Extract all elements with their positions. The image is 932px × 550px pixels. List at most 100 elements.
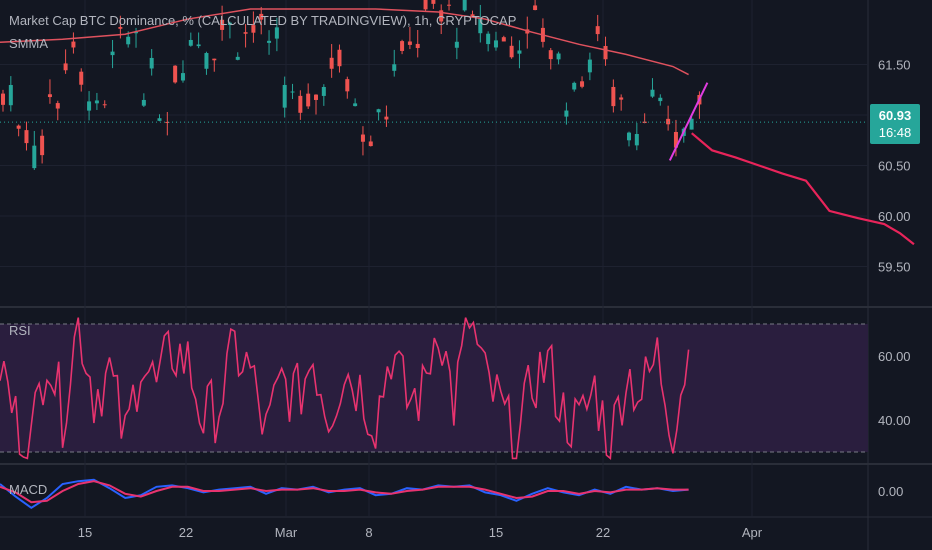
- candle-body: [493, 40, 498, 48]
- candle-body: [1, 93, 5, 105]
- candle-body: [126, 36, 131, 45]
- candle-body: [384, 116, 389, 120]
- time-axis[interactable]: 15 22 Mar 8 15 22 Apr: [78, 525, 763, 540]
- candle-body: [603, 45, 608, 60]
- candle-body: [298, 95, 303, 113]
- signal-line: [0, 480, 689, 504]
- candle-body: [32, 145, 37, 169]
- candle-body: [517, 50, 522, 54]
- candle-body: [290, 91, 295, 93]
- candle-body: [564, 110, 569, 117]
- rsi-pane[interactable]: [0, 317, 868, 461]
- candle-body: [220, 19, 225, 30]
- candle-body: [204, 53, 209, 69]
- candle-body: [47, 94, 52, 98]
- candle-body: [157, 118, 162, 121]
- candle-body: [282, 84, 287, 108]
- candle-body: [16, 125, 21, 129]
- candle-body: [251, 25, 256, 33]
- candle-body: [454, 41, 459, 48]
- candle-body: [63, 63, 68, 71]
- candle-body: [141, 99, 146, 106]
- time-tick-label: 15: [78, 525, 92, 540]
- macd-pane-label[interactable]: MACD: [9, 482, 47, 497]
- rsi-pane-label[interactable]: RSI: [9, 323, 31, 338]
- candle-body: [134, 31, 139, 34]
- candle-body: [689, 118, 694, 130]
- chart-title: Market Cap BTC Dominance, % (CALCULATED …: [9, 13, 516, 28]
- price-overlays: [0, 8, 915, 246]
- price-tag-background: [870, 104, 920, 144]
- candle-body: [102, 104, 107, 106]
- candle-body: [634, 133, 639, 146]
- candle-body: [595, 26, 600, 35]
- candle-body: [188, 39, 193, 46]
- candle-body: [548, 50, 553, 60]
- time-tick-label: 22: [179, 525, 193, 540]
- candle-body: [353, 103, 358, 107]
- candle-body: [94, 100, 99, 104]
- candle-body: [227, 22, 232, 26]
- candle-body: [337, 49, 342, 67]
- candle-body: [431, 0, 436, 4]
- candle-body: [40, 135, 45, 156]
- time-tick-label: 22: [596, 525, 610, 540]
- macd-tick-label: 0.00: [878, 484, 903, 499]
- candle-body: [400, 41, 405, 51]
- candle-body: [658, 97, 663, 102]
- candle-body: [423, 0, 428, 10]
- candle-body: [345, 79, 350, 92]
- candle-body: [165, 121, 170, 123]
- candle-body: [462, 0, 467, 11]
- candle-body: [110, 51, 115, 56]
- candle-body: [243, 32, 248, 34]
- time-tick-label: Apr: [742, 525, 763, 540]
- candle-body: [509, 45, 514, 58]
- candle-body: [368, 141, 373, 147]
- macd-line: [0, 478, 689, 510]
- indicator-label-smma[interactable]: SMMA: [9, 36, 48, 51]
- rsi-tick-label: 60.00: [878, 349, 911, 364]
- current-price-tag[interactable]: 60.93 16:48: [870, 104, 920, 144]
- price-tick-label: 61.50: [878, 58, 911, 73]
- macd-pane[interactable]: [0, 478, 689, 510]
- candle-body: [118, 27, 123, 29]
- candle-body: [149, 57, 154, 69]
- candle-body: [267, 40, 272, 43]
- candle-body: [650, 89, 655, 97]
- candle-body: [556, 53, 561, 60]
- projection-line: [691, 132, 915, 246]
- trendline: [668, 82, 709, 161]
- candle-body: [415, 43, 420, 49]
- candle-body: [470, 14, 475, 17]
- candle-body: [407, 41, 412, 45]
- candle-body: [321, 86, 326, 96]
- time-tick-label: 15: [489, 525, 503, 540]
- candle-body: [71, 41, 76, 48]
- candle-body: [447, 4, 452, 6]
- candle-body: [501, 37, 506, 42]
- candle-body: [587, 59, 592, 73]
- price-tick-label: 59.50: [878, 260, 911, 275]
- candle-body: [439, 10, 444, 22]
- candle-body: [627, 132, 631, 141]
- candle-body: [173, 65, 178, 83]
- rsi-line: [0, 317, 690, 461]
- price-tick-label: 60.00: [878, 209, 911, 224]
- candle-body: [306, 93, 311, 107]
- candle-body: [376, 109, 381, 113]
- candle-body: [478, 17, 483, 34]
- price-tick-label: 60.50: [878, 159, 911, 174]
- candle-body: [360, 134, 365, 142]
- candle-body: [24, 130, 29, 144]
- price-tag-countdown: 16:48: [879, 125, 912, 140]
- candle-body: [533, 5, 538, 11]
- candle-body: [196, 44, 201, 47]
- candle-body: [611, 86, 616, 107]
- candle-body: [580, 81, 585, 87]
- candle-body: [8, 85, 13, 106]
